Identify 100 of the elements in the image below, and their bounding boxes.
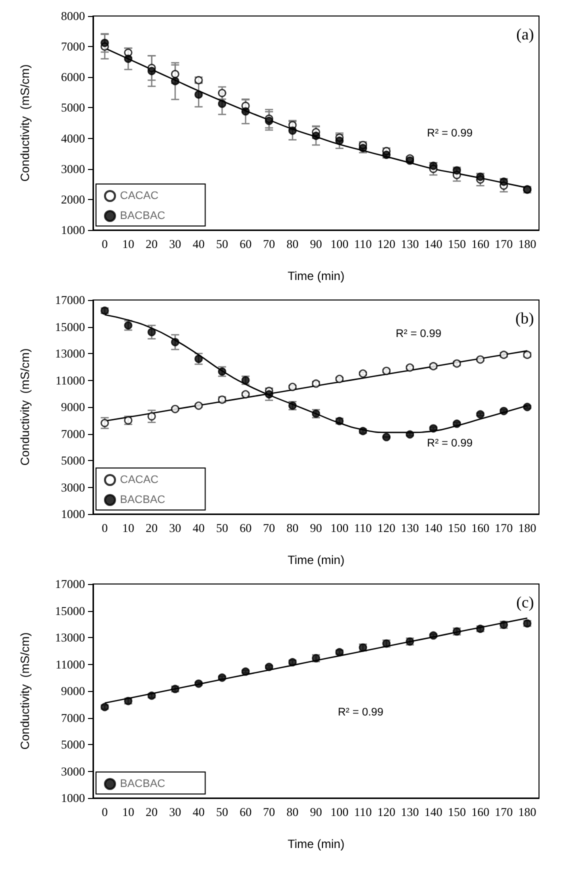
- x-tick-label: 80: [286, 237, 299, 251]
- x-tick-label: 130: [400, 805, 419, 819]
- x-tick-label: 60: [240, 805, 252, 819]
- y-tick-label: 13000: [55, 346, 85, 360]
- x-tick-label: 170: [494, 521, 513, 535]
- y-tick-label: 7000: [61, 40, 85, 54]
- x-tick-label: 30: [169, 237, 182, 251]
- x-tick-label: 40: [192, 521, 205, 535]
- y-tick-label: 1000: [61, 791, 85, 805]
- y-tick-label: 1000: [61, 223, 85, 237]
- y-tick-label: 15000: [55, 320, 85, 334]
- y-axis-title: Conductivity (mS/cm): [18, 632, 32, 750]
- x-tick-label: 30: [169, 805, 182, 819]
- x-tick-label: 20: [146, 805, 158, 819]
- x-tick-label: 180: [518, 805, 536, 819]
- annotation: R² = 0.99: [396, 328, 442, 340]
- annotation: R² = 0.99: [338, 706, 384, 718]
- y-tick-label: 5000: [61, 738, 85, 752]
- text: (c): [516, 594, 534, 612]
- y-tick-label: 17000: [55, 293, 85, 307]
- x-tick-label: 0: [102, 237, 108, 251]
- x-tick-label: 70: [263, 521, 276, 535]
- x-tick-label: 10: [122, 521, 134, 535]
- x-tick-label: 70: [263, 237, 276, 251]
- x-tick-label: 40: [192, 237, 205, 251]
- x-axis-title: Time (min): [288, 269, 344, 283]
- y-tick-label: 13000: [55, 630, 85, 644]
- y-tick-label: 3000: [61, 162, 85, 176]
- y-tick-label: 5000: [61, 100, 85, 115]
- x-tick-label: 50: [216, 237, 228, 251]
- y-tick-label: 17000: [55, 577, 85, 591]
- y-tick-label: 6000: [61, 70, 85, 84]
- x-tick-label: 120: [377, 805, 396, 819]
- x-tick-label: 60: [240, 237, 252, 251]
- x-axis-title: Time (min): [288, 553, 344, 567]
- y-tick-label: 4000: [61, 131, 85, 146]
- x-tick-label: 150: [448, 521, 466, 535]
- y-axis-title: Conductivity (mS/cm): [18, 64, 32, 182]
- y-tick-label: 2000: [61, 192, 85, 206]
- x-tick-label: 10: [122, 805, 134, 819]
- y-tick-label: 1000: [61, 507, 85, 521]
- legend-label: BACBAC: [120, 778, 166, 790]
- x-tick-label: 50: [216, 805, 228, 819]
- x-tick-label: 130: [400, 237, 419, 251]
- x-tick-label: 30: [169, 521, 182, 535]
- y-tick-label: 9000: [61, 684, 85, 698]
- y-axis-title: Conductivity (mS/cm): [18, 348, 32, 466]
- y-tick-label: 11000: [55, 373, 85, 388]
- x-tick-label: 20: [146, 521, 158, 535]
- y-tick-label: 15000: [55, 604, 85, 618]
- annotation: R² = 0.99: [427, 128, 473, 140]
- legend-label: CACAC: [120, 190, 159, 202]
- y-tick-label: 5000: [61, 454, 85, 468]
- x-tick-label: 100: [330, 521, 348, 535]
- x-tick-label: 80: [286, 521, 299, 535]
- x-tick-label: 130: [400, 521, 419, 535]
- x-tick-label: 110: [354, 237, 372, 251]
- x-tick-label: 180: [518, 521, 536, 535]
- x-tick-label: 160: [471, 521, 490, 535]
- annotation: R² = 0.99: [427, 437, 473, 450]
- x-tick-label: 110: [354, 805, 372, 819]
- x-tick-label: 180: [518, 237, 536, 251]
- x-tick-label: 150: [448, 237, 466, 251]
- y-tick-label: 8000: [61, 9, 85, 23]
- y-tick-label: 3000: [61, 480, 85, 494]
- legend-label: BACBAC: [120, 210, 166, 222]
- x-tick-label: 160: [471, 805, 490, 819]
- x-tick-label: 140: [424, 521, 442, 535]
- x-tick-label: 80: [286, 805, 299, 819]
- x-tick-label: 10: [122, 237, 134, 251]
- y-tick-label: 7000: [61, 426, 85, 441]
- y-tick-label: 9000: [61, 400, 85, 414]
- x-tick-label: 150: [448, 805, 466, 819]
- x-tick-label: 170: [494, 237, 513, 251]
- x-tick-label: 160: [471, 237, 490, 251]
- x-tick-label: 0: [102, 521, 108, 535]
- y-tick-label: 7000: [61, 710, 85, 725]
- x-tick-label: 140: [424, 805, 442, 819]
- legend-label: CACAC: [120, 474, 159, 486]
- x-tick-label: 100: [330, 805, 348, 819]
- x-tick-label: 90: [310, 521, 322, 535]
- x-tick-label: 120: [377, 237, 396, 251]
- x-tick-label: 90: [310, 237, 322, 251]
- y-tick-label: 3000: [61, 764, 85, 778]
- legend-label: BACBAC: [120, 494, 166, 506]
- x-tick-label: 0: [102, 805, 108, 819]
- x-tick-label: 110: [354, 521, 372, 535]
- x-tick-label: 120: [377, 521, 396, 535]
- x-tick-label: 100: [330, 237, 348, 251]
- x-tick-label: 70: [263, 805, 276, 819]
- x-tick-label: 50: [216, 521, 228, 535]
- x-tick-label: 170: [494, 805, 513, 819]
- x-axis-title: Time (min): [288, 837, 344, 851]
- x-tick-label: 60: [240, 521, 252, 535]
- text: (b): [515, 310, 534, 328]
- y-tick-label: 11000: [55, 657, 85, 672]
- text: (a): [516, 26, 534, 44]
- x-tick-label: 40: [192, 805, 205, 819]
- x-tick-label: 140: [424, 237, 442, 251]
- x-tick-label: 90: [310, 805, 322, 819]
